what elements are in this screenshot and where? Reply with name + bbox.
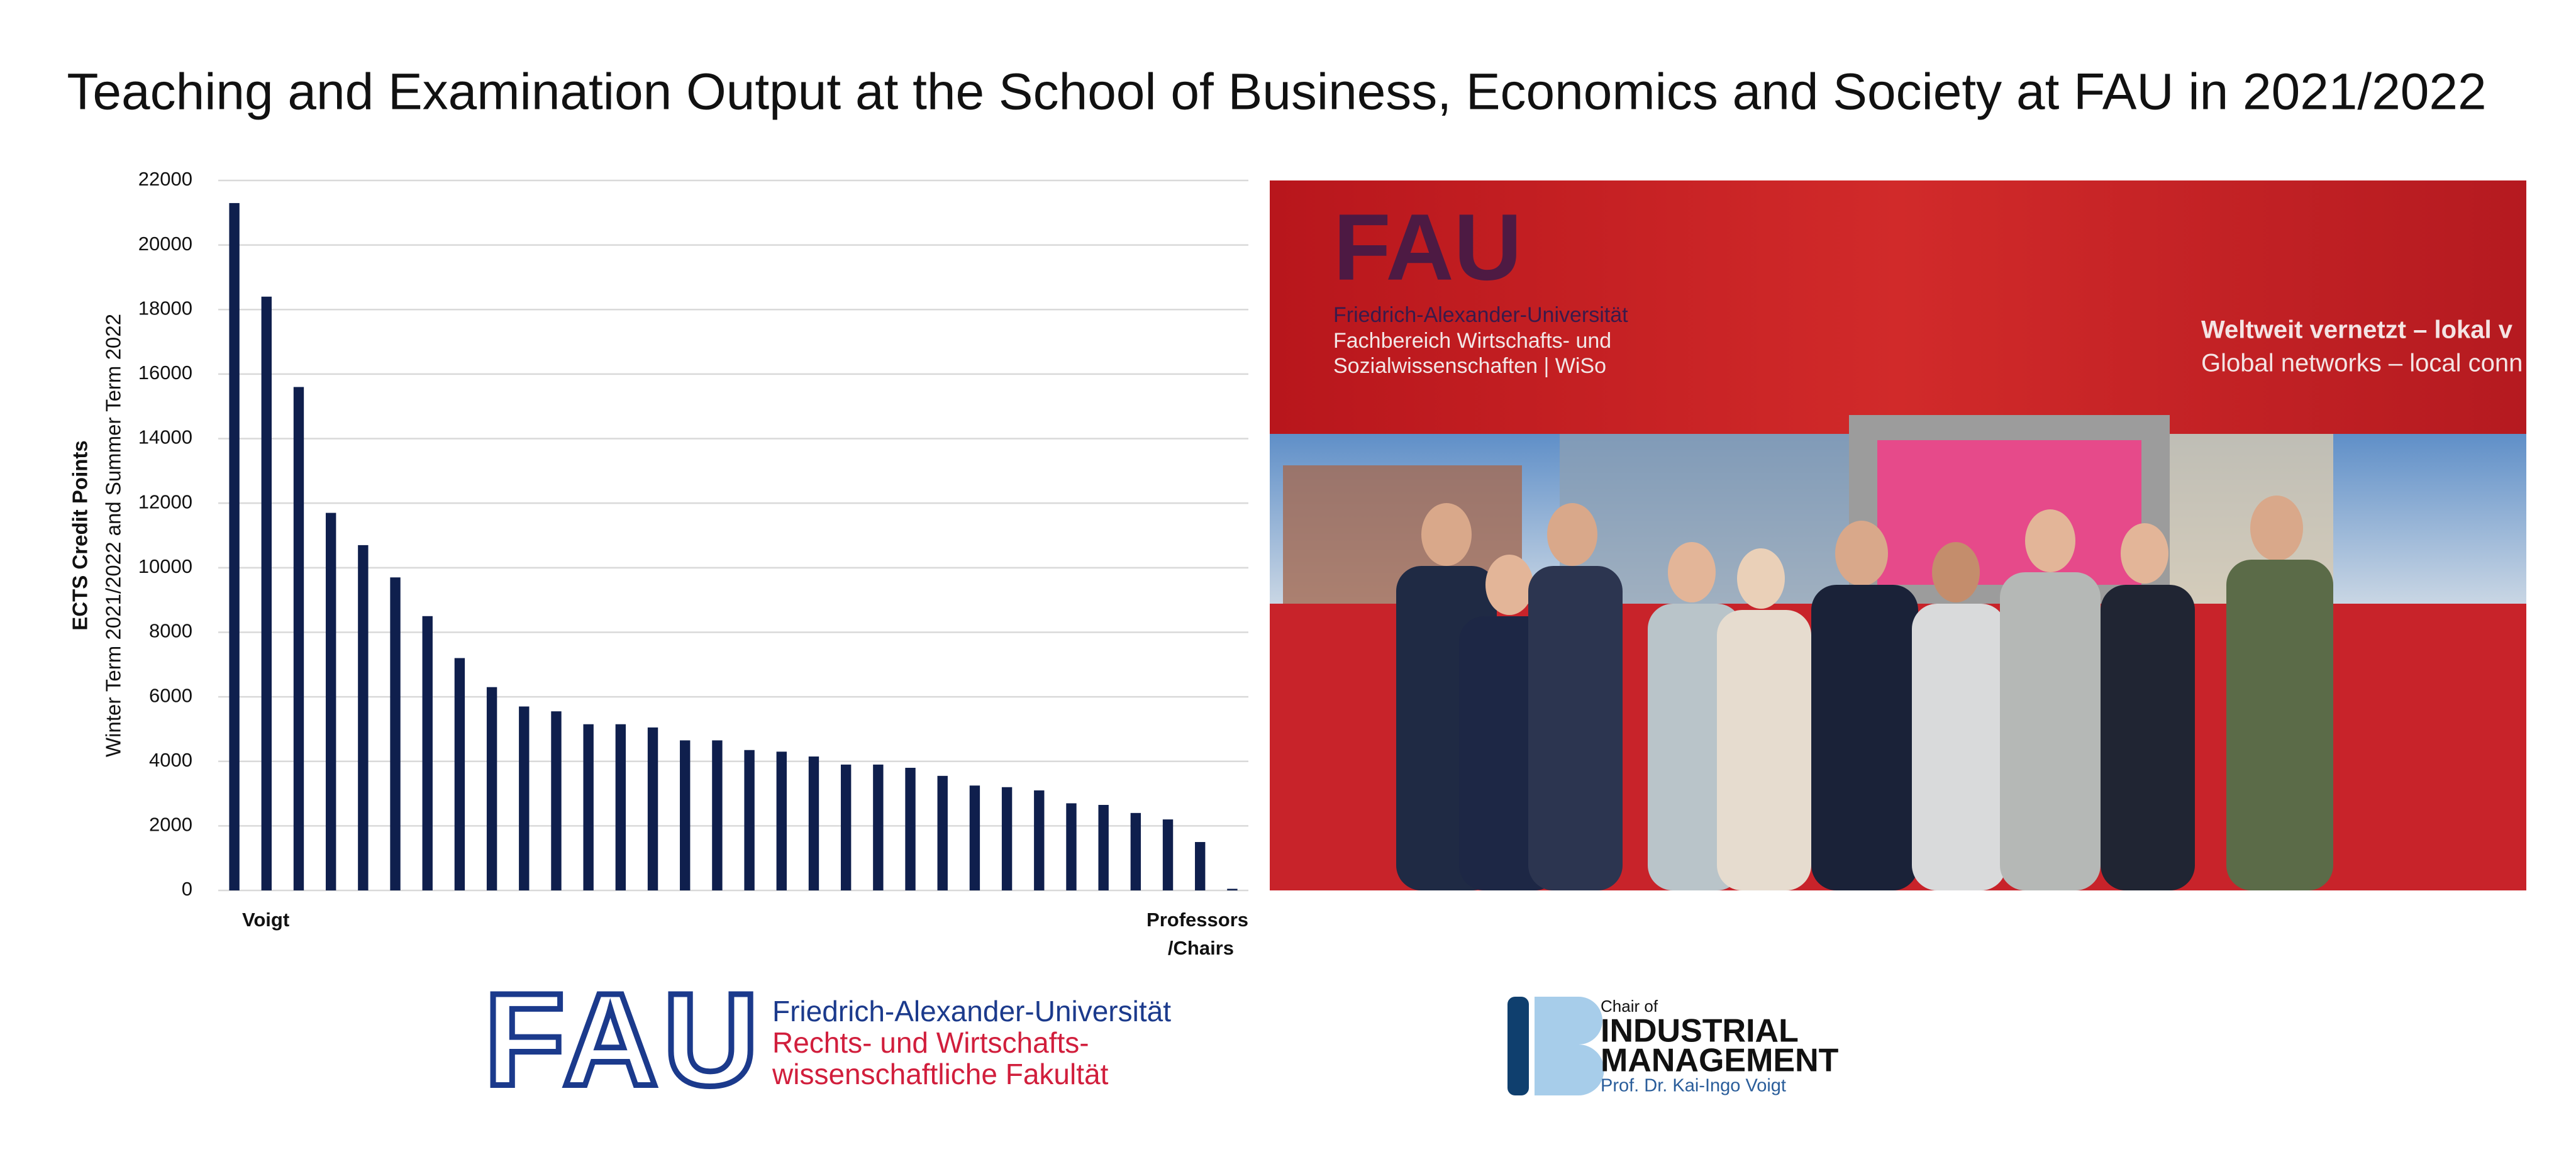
bar [486, 687, 497, 890]
chair-logo-i [1507, 997, 1529, 1095]
bar [583, 724, 594, 890]
bar [744, 750, 755, 890]
bar [325, 512, 336, 890]
team-photo: FAU Friedrich-Alexander-Universität Fach… [1270, 180, 2526, 890]
bar [1162, 819, 1174, 890]
x-tick-label: Voigt [242, 909, 289, 931]
bar [937, 775, 948, 890]
bar [712, 740, 723, 890]
photo-slogan: Weltweit vernetzt – lokal v [2201, 316, 2513, 344]
bar [229, 202, 240, 890]
bar [808, 756, 819, 890]
bar [1098, 805, 1109, 890]
photo-slogan: Global networks – local conn [2201, 350, 2523, 377]
bar [873, 764, 884, 890]
photo-text: Sozialwissenschaften | WiSo [1333, 354, 1606, 378]
bar-chart: 0 2000 4000 6000 8000 10000 12000 14000 16000 180… [69, 168, 1248, 959]
fau-logo-text: Rechts- und Wirtschafts- [772, 1026, 1089, 1059]
bar [1034, 790, 1045, 890]
bar [776, 751, 787, 890]
photo-fau-logo: FAU [1333, 194, 1522, 300]
bar [969, 785, 980, 890]
bar [905, 767, 916, 890]
bar [1001, 787, 1013, 890]
chair-logo-text: Prof. Dr. Kai-Ingo Voigt [1601, 1076, 1786, 1096]
chair-logo: Chair of INDUSTRIAL MANAGEMENT Prof. Dr.… [1507, 997, 1839, 1096]
bar [1130, 812, 1141, 890]
y-tick-label: 22000 [138, 168, 192, 190]
y-tick-label: 14000 [138, 426, 192, 448]
y-tick-label: 8000 [149, 620, 192, 642]
y-tick-label: 18000 [138, 297, 192, 319]
fau-logo: FAU Friedrich-Alexander-Universität Rech… [482, 963, 1172, 1116]
bar [647, 727, 658, 890]
y-tick-label: 4000 [149, 749, 192, 771]
slide-title: Teaching and Examination Output at the S… [67, 64, 2486, 121]
y-tick-label: 0 [182, 878, 192, 900]
photo-text: Fachbereich Wirtschafts- und [1333, 329, 1611, 353]
chair-logo-text: MANAGEMENT [1601, 1043, 1839, 1079]
chair-logo-b [1535, 997, 1604, 1095]
fau-logo-mark: FAU [484, 965, 763, 1113]
bar [358, 545, 369, 890]
bar [680, 740, 691, 890]
x-axis-title: /Chairs [1168, 937, 1234, 959]
bar [1195, 842, 1206, 890]
y-tick-label: 2000 [149, 814, 192, 836]
y-tick-label: 6000 [149, 684, 192, 706]
bar [293, 387, 304, 890]
bar [615, 724, 626, 890]
chair-logo-text: INDUSTRIAL [1601, 1013, 1799, 1050]
bar [519, 706, 530, 890]
chair-logo-text: Chair of [1601, 997, 1658, 1016]
y-tick-label: 10000 [138, 555, 192, 577]
bar [840, 764, 852, 890]
bar [1066, 803, 1077, 890]
bar [261, 296, 272, 890]
y-axis-title: ECTS Credit Points [69, 440, 92, 631]
x-axis-title: Professors [1146, 909, 1248, 931]
bar [422, 616, 433, 890]
y-tick-label: 20000 [138, 233, 192, 255]
fau-logo-text: wissenschaftliche Fakultät [772, 1058, 1109, 1090]
y-axis-title: Winter Term 2021/2022 and Summer Term 20… [102, 314, 125, 757]
y-tick-label: 12000 [138, 490, 192, 512]
fau-logo-text: Friedrich-Alexander-Universität [772, 995, 1171, 1028]
photo-screen [1877, 440, 2141, 585]
y-tick-label: 16000 [138, 362, 192, 384]
photo-text: Friedrich-Alexander-Universität [1333, 303, 1628, 327]
photo-people [1396, 496, 2333, 890]
bar [1227, 889, 1238, 890]
bar [454, 658, 465, 890]
bar [390, 577, 401, 890]
bar [551, 711, 562, 890]
